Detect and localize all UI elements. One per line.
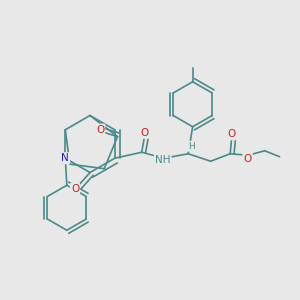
Text: H: H [188,142,195,151]
Text: O: O [228,129,236,139]
Text: O: O [71,184,79,194]
Text: N: N [61,153,69,163]
Text: O: O [244,154,252,164]
Text: NH: NH [155,155,170,165]
Text: O: O [141,128,149,138]
Text: O: O [96,125,104,135]
